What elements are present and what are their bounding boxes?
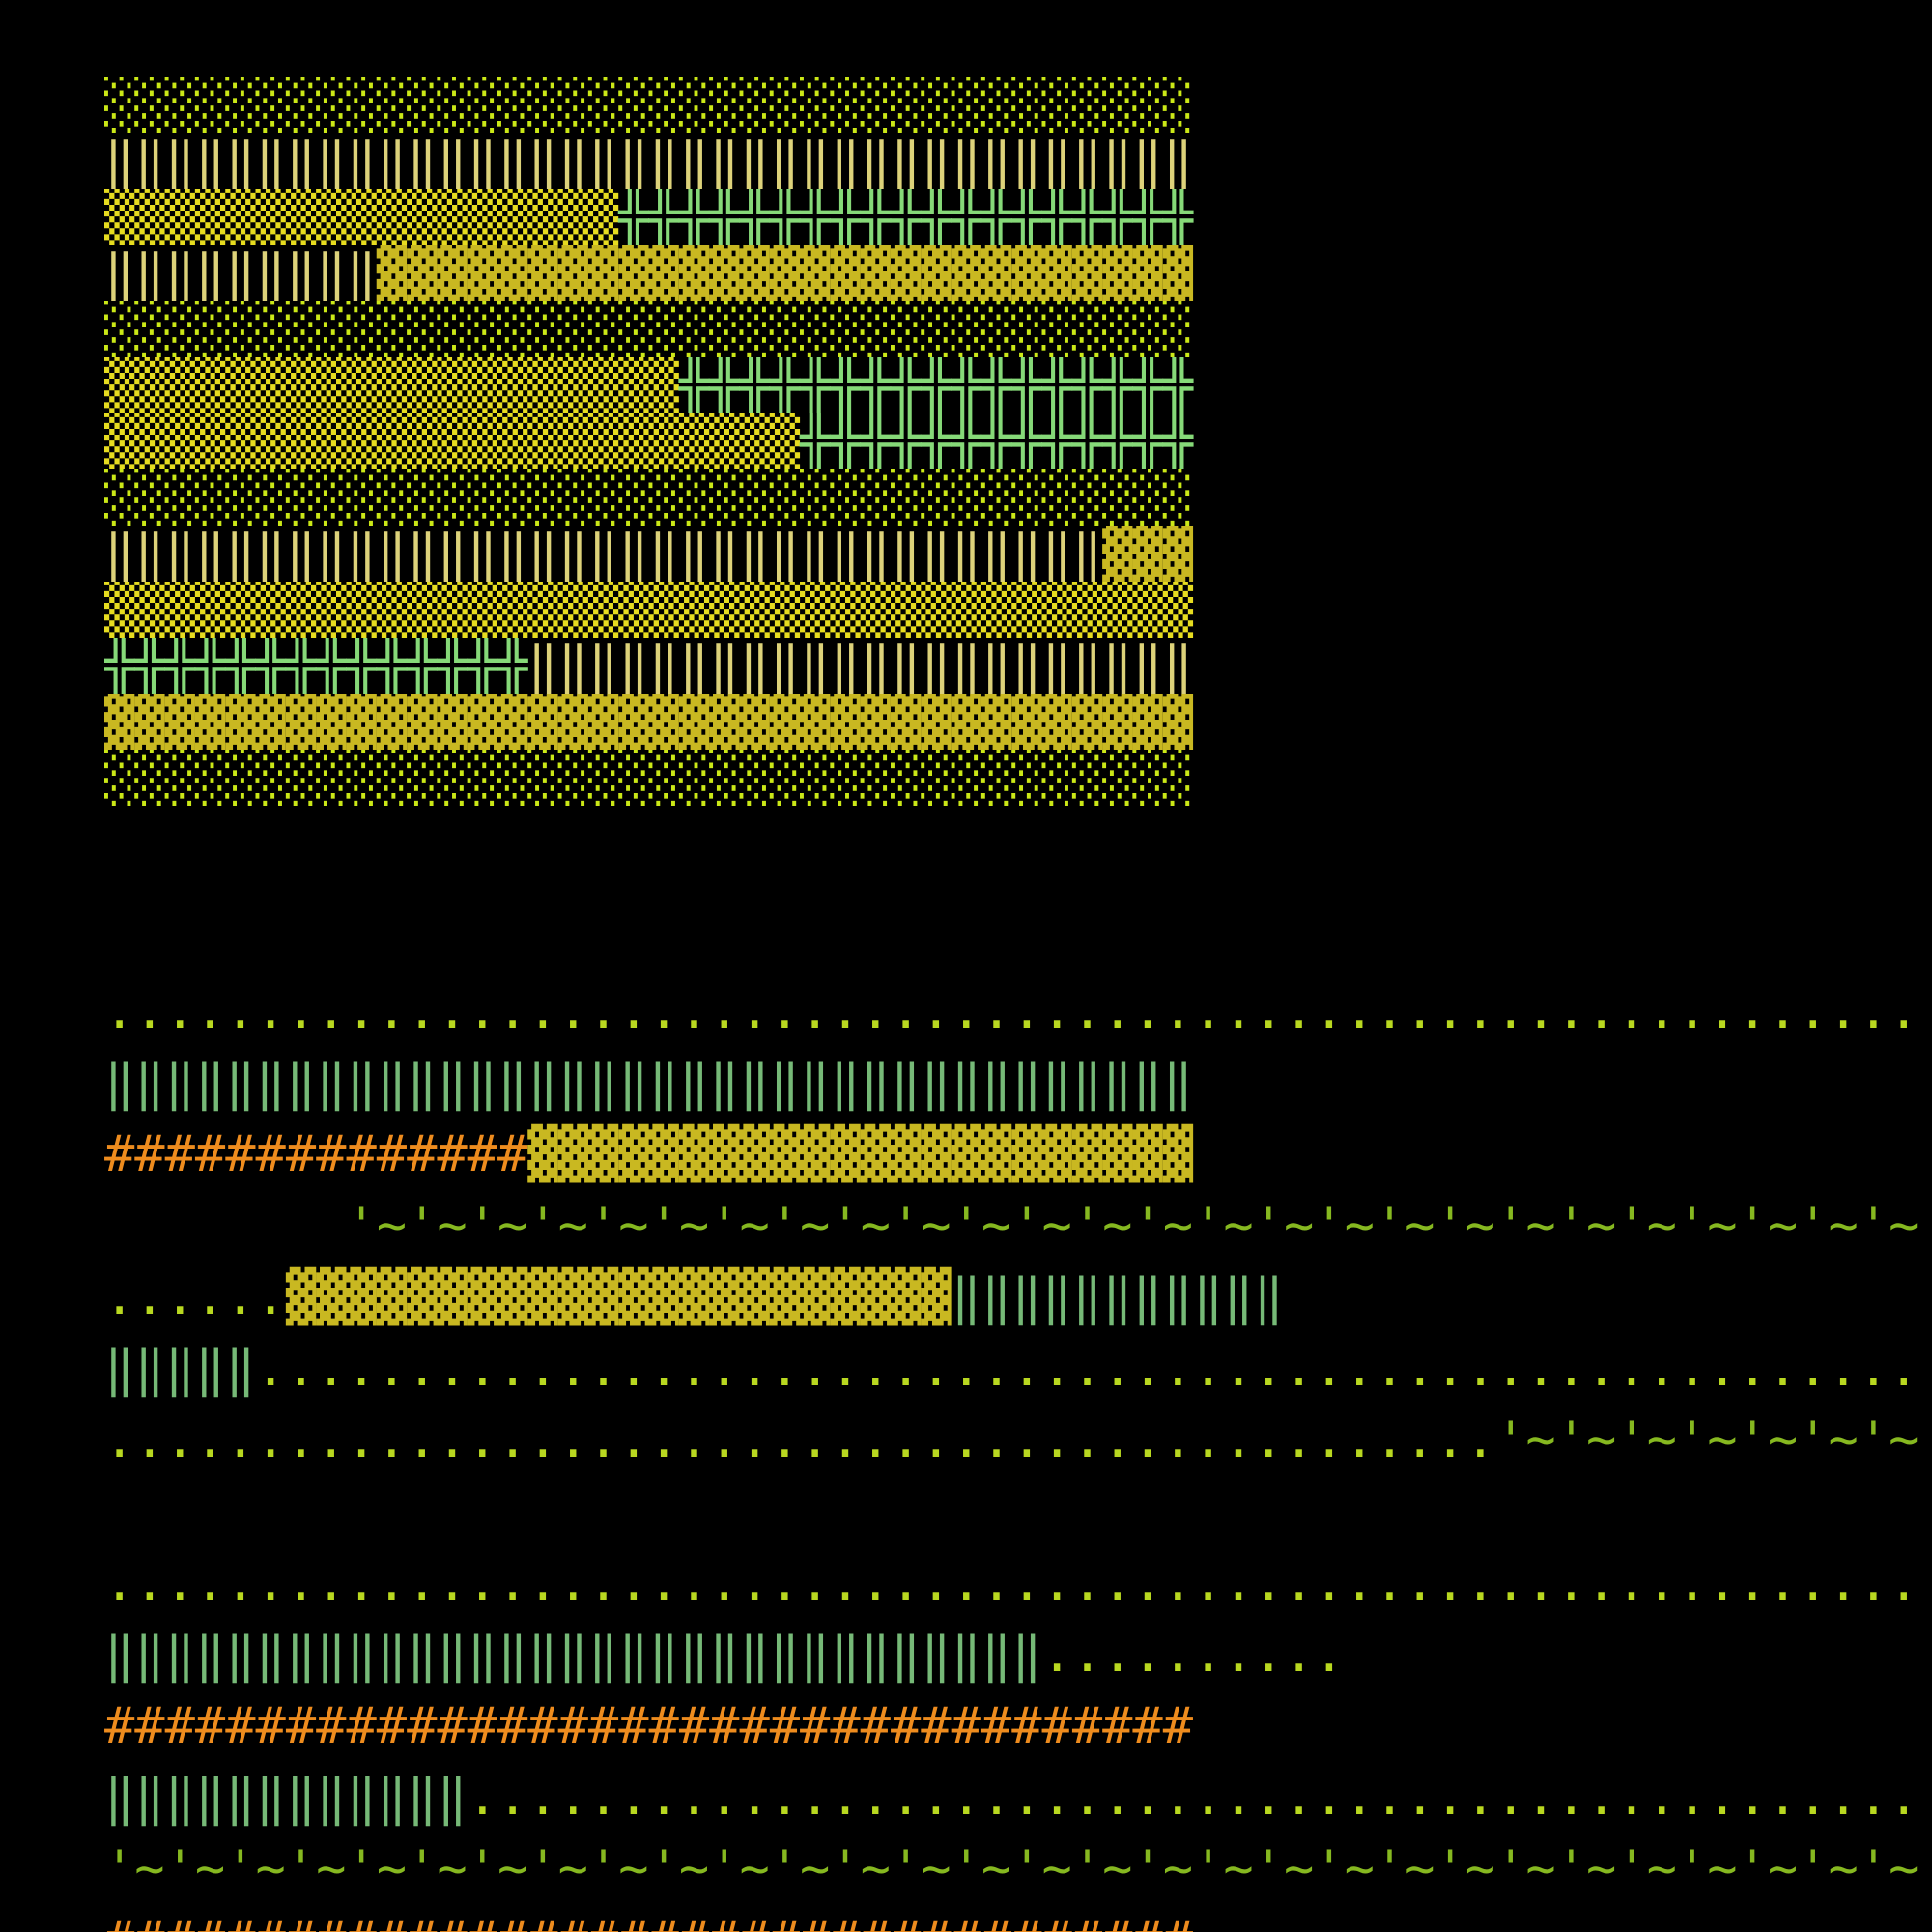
character-run-light_shade: ░░░░░░░░░░░░░░░░░░░░░░░░░░░░░░░░░░░░ xyxy=(104,77,1194,133)
character-run-green_tilde: '~'~'~'~'~'~'~'~'~'~'~'~'~ xyxy=(1495,1411,1930,1469)
character-run-khaki_bar: ‖‖‖‖‖‖‖‖‖ xyxy=(104,245,377,301)
character-row: ......▓▓▓▓▓▓▓▓▓▓▓▓▓▓▓▓▓▓▓▓▓▓‖‖‖‖‖‖‖‖‖‖‖ xyxy=(104,1262,1930,1333)
character-run-green_tilde: '~'~'~'~'~'~'~'~'~'~'~'~'~'~'~'~'~'~'~'~… xyxy=(346,1197,1930,1255)
character-run-dark_shade: ▓▓▓▓▓▓▓▓▓▓▓▓▓▓▓▓▓▓▓▓▓▓▓▓▓▓▓▓▓▓▓▓▓▓▓▓ xyxy=(104,694,1194,750)
character-run-green_cross: ╬╬╬╬╬╬╬╬╬╬╬╬╬╬╬╬╬╬╬ xyxy=(618,189,1194,245)
character-run-dark_shade: ▓▓▓ xyxy=(1102,526,1194,582)
character-row: ........................................… xyxy=(104,1548,1930,1619)
character-row: #################################### xyxy=(104,1905,1930,1932)
character-run-light_shade: ░░░░░░░░░░░░░░░░░░░░░░░░░░░░░░░░░░░░ xyxy=(104,469,1194,526)
character-run-yellow_dots xyxy=(104,1197,346,1255)
character-row: ▒▒▒▒▒▒▒▒▒▒▒▒▒▒▒▒▒╬╬╬╬╬╬╬╬╬╬╬╬╬╬╬╬╬╬╬ xyxy=(104,189,1930,245)
character-run-green_cross: ╬╬╬╬╬╬╬╬╬╬╬╬╬╬╬╬╬ xyxy=(678,357,1194,413)
character-row: ▒▒▒▒▒▒▒▒▒▒▒▒▒▒▒▒▒▒▒╬╬╬╬╬╬╬╬╬╬╬╬╬╬╬╬╬ xyxy=(104,357,1930,413)
character-run-khaki_bar: ‖‖‖‖‖‖‖‖‖‖‖‖‖‖‖‖‖‖‖‖‖‖‖‖‖‖‖‖‖‖‖‖‖‖‖‖ xyxy=(104,133,1194,189)
character-row: '~'~'~'~'~'~'~'~'~'~'~'~'~'~'~'~'~'~'~'~… xyxy=(104,1190,1930,1262)
character-run-green_cross: ╬╬╬╬╬╬╬╬╬╬╬╬╬ xyxy=(800,413,1194,469)
character-run-green_bar: ‖‖‖‖‖‖‖‖‖‖‖‖‖‖‖‖‖‖‖‖‖‖‖‖‖‖‖‖‖‖‖ xyxy=(104,1626,1042,1684)
character-row: ‖‖‖‖‖‖‖‖‖▓▓▓▓▓▓▓▓▓▓▓▓▓▓▓▓▓▓▓▓▓▓▓▓▓▓▓ xyxy=(104,245,1930,301)
character-run-dark_shade: ▓▓▓▓▓▓▓▓▓▓▓▓▓▓▓▓▓▓▓▓▓▓ xyxy=(285,1268,952,1326)
character-row: ‖‖‖‖‖‖‖‖‖‖‖‖............................… xyxy=(104,1762,1930,1833)
character-run-yellow_dots: ........................................… xyxy=(467,1769,1919,1827)
character-row: ##############▓▓▓▓▓▓▓▓▓▓▓▓▓▓▓▓▓▓▓▓▓▓ xyxy=(104,1119,1930,1190)
character-run-khaki_bar: ‖‖‖‖‖‖‖‖‖‖‖‖‖‖‖‖‖‖‖‖‖‖ xyxy=(527,638,1194,694)
character-run-light_shade: ░░░░░░░░░░░░░░░░░░░░░░░░░░░░░░░░░░░░ xyxy=(104,750,1194,806)
upper-character-band: ░░░░░░░░░░░░░░░░░░░░░░░░░░░░░░░░░░░░ ‖‖‖‖… xyxy=(104,77,1930,806)
character-row: ▒▒▒▒▒▒▒▒▒▒▒▒▒▒▒▒▒▒▒▒▒▒▒╬╬╬╬╬╬╬╬╬╬╬╬╬ xyxy=(104,413,1930,469)
character-row: #################################### xyxy=(104,1690,1930,1762)
character-run-light_shade: ░░░░░░░░░░░░░░░░░░░░░░░░░░░░░░░░░░░░ xyxy=(104,301,1194,357)
character-run-medium_shade: ▒▒▒▒▒▒▒▒▒▒▒▒▒▒▒▒▒▒▒▒▒▒▒ xyxy=(104,413,801,469)
character-row: ‖‖‖‖‖‖‖‖‖‖‖‖‖‖‖‖‖‖‖‖‖‖‖‖‖‖‖‖‖‖‖‖‖‖‖‖ xyxy=(104,133,1930,189)
character-row: ........................................… xyxy=(104,1405,1930,1476)
character-row: ‖‖‖‖‖‖‖‖‖‖‖‖‖‖‖‖‖‖‖‖‖‖‖‖‖‖‖‖‖‖‖.........… xyxy=(104,1619,1930,1690)
character-run-green_cross: ╬╬╬╬╬╬╬╬╬╬╬╬╬╬ xyxy=(104,638,528,694)
lower-character-band: ........................................… xyxy=(104,976,1930,1932)
character-run-medium_shade: ▒▒▒▒▒▒▒▒▒▒▒▒▒▒▒▒▒ xyxy=(104,189,619,245)
character-row: ‖‖‖‖‖‖‖‖‖‖‖‖‖‖‖‖‖‖‖‖‖‖‖‖‖‖‖‖‖‖‖‖‖‖‖‖ xyxy=(104,1047,1930,1119)
character-row: ▒▒▒▒▒▒▒▒▒▒▒▒▒▒▒▒▒▒▒▒▒▒▒▒▒▒▒▒▒▒▒▒▒▒▒▒ xyxy=(104,582,1930,638)
character-run-green_bar: ‖‖‖‖‖‖‖‖‖‖‖‖ xyxy=(104,1769,468,1827)
character-row: ░░░░░░░░░░░░░░░░░░░░░░░░░░░░░░░░░░░░ xyxy=(104,750,1930,806)
character-row: ░░░░░░░░░░░░░░░░░░░░░░░░░░░░░░░░░░░░ xyxy=(104,77,1930,133)
character-run-orange_hash: #################################### xyxy=(104,1912,1193,1932)
character-run-yellow_dots: .......... xyxy=(1041,1626,1345,1684)
character-row: ▓▓▓▓▓▓▓▓▓▓▓▓▓▓▓▓▓▓▓▓▓▓▓▓▓▓▓▓▓▓▓▓▓▓▓▓ xyxy=(104,694,1930,750)
character-run-orange_hash: #################################### xyxy=(104,1697,1194,1755)
character-run-green_bar: ‖‖‖‖‖‖‖‖‖‖‖‖‖‖‖‖‖‖‖‖‖‖‖‖‖‖‖‖‖‖‖‖‖‖‖‖ xyxy=(104,1054,1194,1112)
character-row: '~'~'~'~'~'~ xyxy=(104,1476,1930,1548)
character-run-green_bar: ‖‖‖‖‖ xyxy=(104,1340,256,1398)
character-run-medium_shade: ▒▒▒▒▒▒▒▒▒▒▒▒▒▒▒▒▒▒▒ xyxy=(104,357,679,413)
character-run-yellow_dots: ........................................… xyxy=(255,1340,1930,1398)
character-run-green_tilde: '~'~'~'~'~'~ xyxy=(1918,1483,1930,1541)
character-run-yellow_dots: ........................................… xyxy=(104,1554,1930,1612)
character-row: '~'~'~'~'~'~'~'~'~'~'~'~'~'~'~'~'~'~'~'~… xyxy=(104,1833,1930,1905)
character-row: ‖‖‖‖‖...................................… xyxy=(104,1333,1930,1405)
character-run-green_tilde: '~'~'~'~'~'~'~'~'~'~'~'~'~'~'~'~'~'~'~'~… xyxy=(104,1840,1930,1898)
character-row: ╬╬╬╬╬╬╬╬╬╬╬╬╬╬‖‖‖‖‖‖‖‖‖‖‖‖‖‖‖‖‖‖‖‖‖‖ xyxy=(104,638,1930,694)
character-row: ░░░░░░░░░░░░░░░░░░░░░░░░░░░░░░░░░░░░ xyxy=(104,301,1930,357)
character-row: ........................................… xyxy=(104,976,1930,1047)
character-run-yellow_dots xyxy=(104,1483,1918,1541)
character-run-dark_shade: ▓▓▓▓▓▓▓▓▓▓▓▓▓▓▓▓▓▓▓▓▓▓▓▓▓▓▓ xyxy=(376,245,1194,301)
character-run-dark_shade: ▓▓▓▓▓▓▓▓▓▓▓▓▓▓▓▓▓▓▓▓▓▓ xyxy=(527,1125,1194,1183)
character-run-green_bar: ‖‖‖‖‖‖‖‖‖‖‖ xyxy=(951,1268,1284,1326)
character-row: ‖‖‖‖‖‖‖‖‖‖‖‖‖‖‖‖‖‖‖‖‖‖‖‖‖‖‖‖‖‖‖‖‖▓▓▓ xyxy=(104,526,1930,582)
character-run-orange_hash: ############## xyxy=(104,1125,528,1183)
character-run-yellow_dots: ........................................… xyxy=(104,1411,1496,1469)
character-run-yellow_dots: ...... xyxy=(104,1268,286,1326)
character-run-yellow_dots: ........................................… xyxy=(104,982,1930,1040)
character-run-khaki_bar: ‖‖‖‖‖‖‖‖‖‖‖‖‖‖‖‖‖‖‖‖‖‖‖‖‖‖‖‖‖‖‖‖‖ xyxy=(104,526,1103,582)
character-run-medium_shade: ▒▒▒▒▒▒▒▒▒▒▒▒▒▒▒▒▒▒▒▒▒▒▒▒▒▒▒▒▒▒▒▒▒▒▒▒ xyxy=(104,582,1194,638)
character-row: ░░░░░░░░░░░░░░░░░░░░░░░░░░░░░░░░░░░░ xyxy=(104,469,1930,526)
